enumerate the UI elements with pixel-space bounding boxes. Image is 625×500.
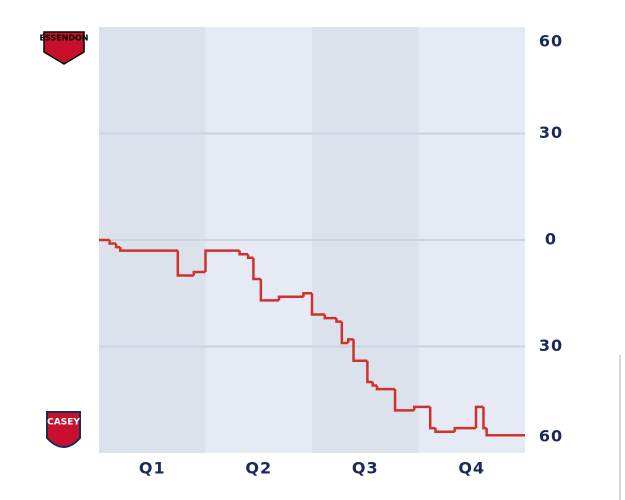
worm-step bbox=[346, 338, 354, 343]
worm-step bbox=[352, 339, 368, 362]
worm-step bbox=[204, 249, 240, 272]
worm-step bbox=[176, 250, 194, 277]
worm-step bbox=[277, 295, 304, 301]
y-tick-label: 30 bbox=[539, 123, 563, 142]
logo-text: ESSENDON bbox=[40, 34, 89, 43]
x-tick-label: Q1 bbox=[139, 459, 166, 478]
worm-step bbox=[335, 318, 342, 323]
logo-bottom: CASEY bbox=[46, 411, 81, 448]
worm-step bbox=[474, 405, 484, 429]
worm-step bbox=[375, 385, 396, 391]
worm-step bbox=[252, 257, 261, 281]
worm-step bbox=[119, 247, 178, 252]
worm-step bbox=[310, 293, 325, 316]
worm-step bbox=[428, 406, 436, 430]
logo-text: CASEY bbox=[47, 418, 80, 428]
logo-shield bbox=[46, 411, 81, 448]
x-tick-label: Q4 bbox=[458, 459, 485, 478]
worm-step bbox=[453, 426, 477, 432]
x-tick-label: Q3 bbox=[352, 459, 379, 478]
worm-step bbox=[434, 428, 455, 433]
worm-step bbox=[238, 250, 249, 256]
worm-step bbox=[259, 279, 279, 302]
logo-shield bbox=[43, 31, 85, 65]
worm-step bbox=[366, 360, 373, 384]
y-tick-label: 30 bbox=[539, 336, 563, 355]
y-tick-label: 0 bbox=[545, 230, 557, 249]
worm-step bbox=[246, 254, 254, 259]
worm-step bbox=[393, 389, 415, 412]
worm-step bbox=[412, 405, 431, 411]
worm-step bbox=[485, 428, 525, 437]
logo-top: ESSENDON bbox=[40, 31, 89, 65]
worm-step bbox=[108, 240, 117, 245]
worm-step bbox=[340, 321, 349, 345]
y-tick-label: 60 bbox=[539, 32, 563, 51]
y-tick-label: 60 bbox=[539, 427, 563, 446]
worm-step bbox=[323, 314, 337, 320]
worm-step bbox=[114, 243, 121, 249]
x-tick-label: Q2 bbox=[245, 459, 272, 478]
worm-step bbox=[192, 270, 206, 276]
worm-step bbox=[371, 382, 377, 387]
worm-step bbox=[302, 292, 312, 297]
